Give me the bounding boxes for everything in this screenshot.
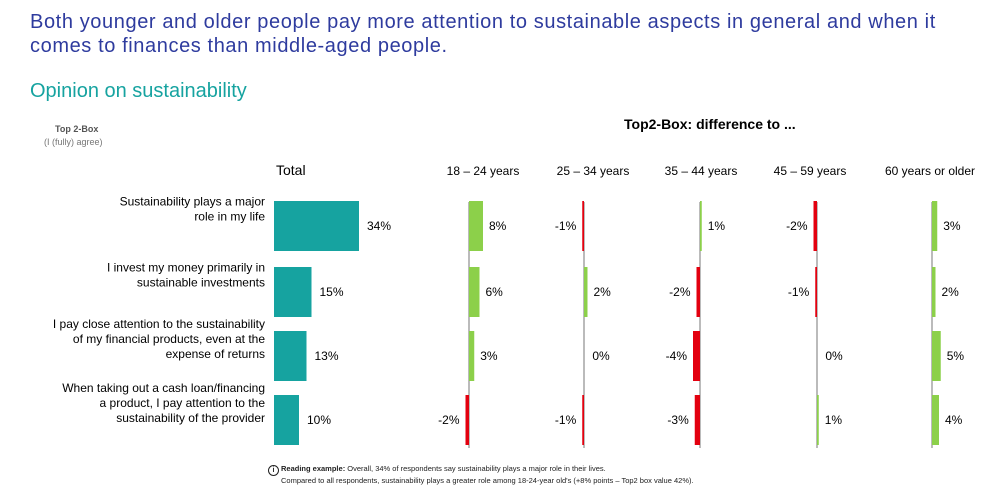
total-bar [274,395,299,445]
reading-example-text1: Overall, 34% of respondents say sustaina… [345,464,606,473]
difference-value-label: 6% [486,285,504,299]
difference-bar [696,267,700,317]
difference-bar [469,331,475,381]
category-label: When taking out a cash loan/financing [62,381,265,395]
difference-value-label: 2% [594,285,612,299]
difference-bar [469,267,480,317]
difference-bar [932,331,941,381]
difference-bar [694,395,700,445]
difference-value-label: 1% [708,219,726,233]
difference-value-label: -1% [788,285,810,299]
category-label: role in my life [194,210,265,224]
difference-bar [700,201,702,251]
difference-value-label: -2% [669,285,691,299]
difference-header: Top2-Box: difference to ... [624,116,796,132]
difference-bar [932,267,936,317]
top2-box-sublabel: (I (fully) agree) [44,137,103,147]
age-group-header: 25 – 34 years [557,164,630,178]
difference-bar [817,395,819,445]
difference-value-label: 0% [592,349,610,363]
reading-example-line1: i Reading example: Overall, 34% of respon… [268,464,694,476]
category-label: of my financial products, even at the [73,332,265,346]
info-icon: i [268,465,279,476]
headline: Both younger and older people pay more a… [30,11,936,57]
category-label: a product, I pay attention to the [100,396,266,410]
difference-value-label: -2% [786,219,808,233]
difference-bar [813,201,817,251]
total-value-label: 15% [320,285,344,299]
category-label: I pay close attention to the sustainabil… [53,317,265,331]
reading-example-line2: Compared to all respondents, sustainabil… [281,476,694,485]
category-label: sustainability of the provider [116,411,265,425]
difference-value-label: 0% [825,349,843,363]
age-group-header: 35 – 44 years [665,164,738,178]
difference-value-label: -3% [667,413,689,427]
total-value-label: 10% [307,413,331,427]
category-label: Sustainability plays a major [120,195,265,209]
difference-value-label: 3% [480,349,498,363]
total-value-label: 34% [367,219,391,233]
category-label: sustainable investments [137,276,265,290]
difference-bar [815,267,817,317]
difference-value-label: 3% [943,219,961,233]
total-value-label: 13% [315,349,339,363]
sustainability-chart: Total 34% 15% 13% 10% Sustainability plays a … [53,162,975,448]
difference-value-label: 4% [945,413,963,427]
category-label: expense of returns [166,347,265,361]
difference-value-label: 2% [942,285,960,299]
age-group-header: 60 years or older [885,164,975,178]
difference-value-label: -1% [555,413,577,427]
top2-box-label: Top 2-Box [55,124,99,134]
difference-bar [582,201,584,251]
difference-value-label: 8% [489,219,507,233]
difference-bar [932,395,939,445]
category-label: I invest my money primarily in [107,261,265,275]
difference-bar [582,395,584,445]
chart-subtitle: Opinion on sustainability [30,80,247,102]
total-bar [274,201,359,251]
difference-bar [584,267,588,317]
difference-value-label: -2% [438,413,460,427]
reading-example: i Reading example: Overall, 34% of respon… [268,464,694,486]
age-group-header: 45 – 59 years [774,164,847,178]
difference-value-label: -1% [555,219,577,233]
difference-bar [469,201,483,251]
reading-example-label: Reading example: [281,464,346,473]
difference-bar [932,201,938,251]
difference-bar [693,331,700,381]
age-group-header: 18 – 24 years [447,164,520,178]
difference-bar [465,395,469,445]
total-header: Total [276,162,306,178]
difference-value-label: 5% [947,349,965,363]
difference-value-label: 1% [825,413,843,427]
total-bar [274,331,307,381]
total-bar [274,267,312,317]
difference-value-label: -4% [666,349,688,363]
